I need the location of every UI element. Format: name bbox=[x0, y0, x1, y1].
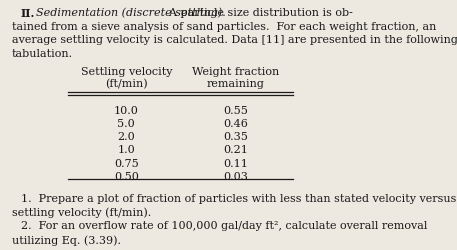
Text: (ft/min): (ft/min) bbox=[105, 79, 148, 89]
Text: 1.  Prepare a plot of fraction of particles with less than stated velocity versu: 1. Prepare a plot of fraction of particl… bbox=[21, 193, 456, 203]
Text: 0.03: 0.03 bbox=[223, 171, 248, 181]
Text: 2.0: 2.0 bbox=[117, 132, 135, 142]
Text: A particle size distribution is ob-: A particle size distribution is ob- bbox=[161, 8, 352, 18]
Text: 0.11: 0.11 bbox=[223, 158, 248, 168]
Text: tained from a sieve analysis of sand particles.  For each weight fraction, an: tained from a sieve analysis of sand par… bbox=[12, 22, 436, 32]
Text: Sedimentation (discrete settling).: Sedimentation (discrete settling). bbox=[36, 8, 225, 18]
Text: 0.21: 0.21 bbox=[223, 145, 248, 155]
Text: 0.55: 0.55 bbox=[223, 106, 248, 116]
Text: settling velocity (ft/min).: settling velocity (ft/min). bbox=[12, 207, 151, 218]
Text: 1.0: 1.0 bbox=[117, 145, 135, 155]
Text: Settling velocity: Settling velocity bbox=[80, 67, 172, 77]
Text: 10.0: 10.0 bbox=[114, 106, 139, 116]
Text: utilizing Eq. (3.39).: utilizing Eq. (3.39). bbox=[12, 234, 121, 245]
Text: 0.46: 0.46 bbox=[223, 118, 248, 128]
Text: 0.50: 0.50 bbox=[114, 171, 139, 181]
Text: 0.35: 0.35 bbox=[223, 132, 248, 142]
Text: average settling velocity is calculated. Data [11] are presented in the followin: average settling velocity is calculated.… bbox=[12, 35, 457, 45]
Text: 0.75: 0.75 bbox=[114, 158, 138, 168]
Text: 2.  For an overflow rate of 100,000 gal/day ft², calculate overall removal: 2. For an overflow rate of 100,000 gal/d… bbox=[21, 220, 427, 230]
Text: tabulation.: tabulation. bbox=[12, 49, 73, 59]
Text: remaining: remaining bbox=[207, 79, 264, 89]
Text: 5.0: 5.0 bbox=[117, 118, 135, 128]
Text: II.: II. bbox=[21, 8, 35, 19]
Text: Weight fraction: Weight fraction bbox=[192, 67, 279, 77]
